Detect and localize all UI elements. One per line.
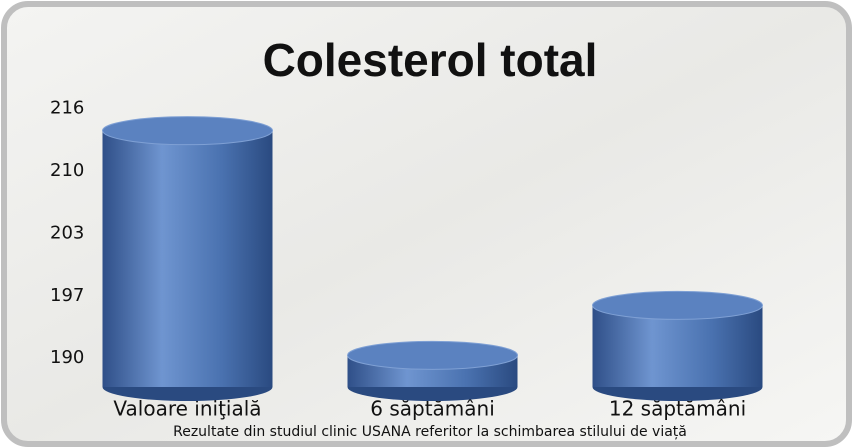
bar-body (102, 130, 273, 387)
chart-note: Rezultate din studiul clinic USANA refer… (173, 424, 687, 440)
bar-top (102, 116, 273, 146)
chart-title: Colesterol total (263, 34, 598, 86)
y-tick-label: 210 (50, 160, 84, 181)
bar-top (592, 290, 763, 320)
y-tick-label: 203 (50, 222, 84, 243)
bar (102, 116, 273, 401)
bar (592, 290, 763, 401)
y-tick-label: 197 (50, 285, 84, 306)
y-tick-label: 190 (50, 347, 84, 368)
bar-top (347, 340, 518, 370)
y-tick-label: 216 (50, 98, 84, 119)
bar (347, 340, 518, 401)
